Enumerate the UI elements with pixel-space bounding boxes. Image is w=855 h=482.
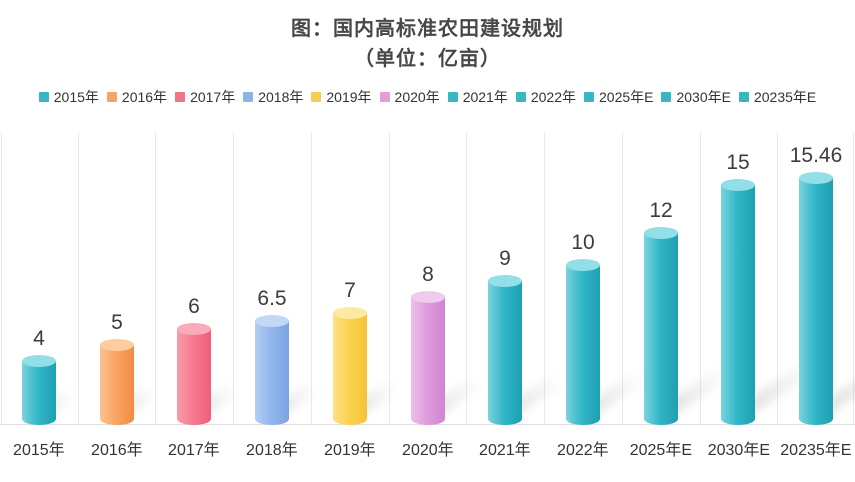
bar-2030年E: [721, 185, 755, 425]
legend-item-2022年[interactable]: 2022年: [515, 87, 576, 107]
bar-value-label: 9: [499, 247, 511, 270]
legend-label: 2017年: [190, 89, 236, 105]
bar-value-label: 4: [33, 327, 45, 350]
x-axis-label: 2015年: [13, 442, 65, 459]
legend-item-2016年[interactable]: 2016年: [106, 87, 168, 107]
legend-item-20235年E[interactable]: 20235年E: [738, 87, 817, 107]
bar-top-cap: [799, 172, 833, 184]
x-axis-label: 20235年E: [780, 442, 852, 459]
x-axis-label: 2017年: [168, 442, 220, 459]
bar-value-label: 5: [111, 311, 123, 334]
legend: 2015年 2016年 2017年 2018年 2019年 2020年 2021年 2022年…: [0, 86, 855, 108]
bar-2018年: [255, 321, 289, 425]
bar-top-cap: [488, 275, 522, 287]
legend-label: 2016年: [121, 89, 168, 105]
bar-top-cap: [333, 307, 367, 319]
x-axis-label: 2021年: [479, 442, 531, 459]
gridline: [777, 132, 778, 425]
x-axis-label: 2025年E: [629, 442, 692, 459]
bar-top-cap: [255, 315, 289, 327]
gridline: [311, 132, 312, 425]
x-axis-label: 2022年: [557, 442, 609, 459]
legend-swatch-icon: [38, 92, 49, 102]
gridline: [155, 132, 156, 425]
bar-value-label: 6: [188, 295, 200, 318]
bar-value-label: 10: [571, 231, 595, 254]
chart-subtitle: （单位：亿亩）: [354, 48, 501, 70]
legend-swatch-icon: [175, 92, 186, 102]
bar-2016年: [100, 345, 134, 425]
legend-label: 2015年: [53, 89, 99, 105]
bar-value-label: 12: [649, 199, 673, 222]
legend-item-2030年E[interactable]: 2030年E: [661, 87, 731, 107]
x-axis-label: 2020年: [402, 442, 454, 459]
bar-value-label: 15.46: [789, 144, 843, 167]
gridline: [544, 132, 545, 425]
legend-item-2021年[interactable]: 2021年: [447, 87, 508, 107]
gridline: [233, 132, 234, 425]
gridline: [1, 132, 2, 425]
bar-top-cap: [22, 355, 56, 367]
legend-label: 2025年E: [599, 89, 654, 105]
bar-2019年: [333, 313, 367, 425]
bar-2020年: [411, 297, 445, 425]
legend-item-2019年[interactable]: 2019年: [311, 87, 372, 107]
bar-2015年: [22, 361, 56, 425]
chart-title: 图：国内高标准农田建设规划: [291, 18, 564, 40]
gridline: [700, 132, 701, 425]
legend-label: 2021年: [462, 89, 508, 105]
bar-top-cap: [644, 227, 678, 239]
chart-title-block: 图：国内高标准农田建设规划 （单位：亿亩）: [0, 14, 855, 74]
x-axis-label: 2016年: [91, 442, 143, 459]
legend-swatch-icon: [515, 92, 526, 102]
legend-swatch-icon: [243, 92, 254, 102]
gridline: [78, 132, 79, 425]
bar-value-label: 7: [344, 279, 356, 302]
bar-2025年E: [644, 233, 678, 425]
legend-item-2017年[interactable]: 2017年: [175, 87, 235, 107]
legend-label: 2018年: [258, 89, 304, 105]
legend-label: 2022年: [530, 89, 576, 105]
gridline: [466, 132, 467, 425]
bar-20235年E: [799, 178, 833, 425]
bar-2022年: [566, 265, 600, 425]
legend-swatch-icon: [661, 92, 672, 102]
bar-top-cap: [721, 179, 755, 191]
legend-label: 2030年E: [676, 89, 731, 105]
legend-item-2025年E[interactable]: 2025年E: [584, 87, 653, 107]
bar-top-cap: [100, 339, 134, 351]
legend-swatch-icon: [447, 92, 458, 102]
legend-swatch-icon: [311, 92, 322, 102]
legend-swatch-icon: [106, 92, 117, 102]
legend-item-2020年[interactable]: 2020年: [379, 87, 440, 107]
x-axis-label: 2018年: [246, 442, 298, 459]
bar-top-cap: [177, 323, 211, 335]
legend-item-2015年[interactable]: 2015年: [38, 87, 99, 107]
bar-value-label: 15: [726, 151, 750, 174]
legend-label: 2020年: [394, 89, 440, 105]
legend-swatch-icon: [584, 92, 594, 102]
bar-2021年: [488, 281, 522, 425]
gridline: [389, 132, 390, 425]
legend-label: 20235年E: [753, 89, 817, 105]
legend-swatch-icon: [379, 92, 390, 102]
bar-value-label: 8: [422, 263, 434, 286]
legend-label: 2019年: [326, 89, 372, 105]
bar-top-cap: [566, 259, 600, 271]
legend-item-2018年[interactable]: 2018年: [243, 87, 303, 107]
x-axis-label: 2030年E: [707, 442, 770, 459]
gridline: [853, 132, 854, 425]
legend-swatch-icon: [738, 92, 749, 102]
bar-value-label: 6.5: [257, 287, 287, 310]
bar-top-cap: [411, 291, 445, 303]
gridline: [622, 132, 623, 425]
bar-2017年: [177, 329, 211, 425]
x-axis-label: 2019年: [324, 442, 376, 459]
